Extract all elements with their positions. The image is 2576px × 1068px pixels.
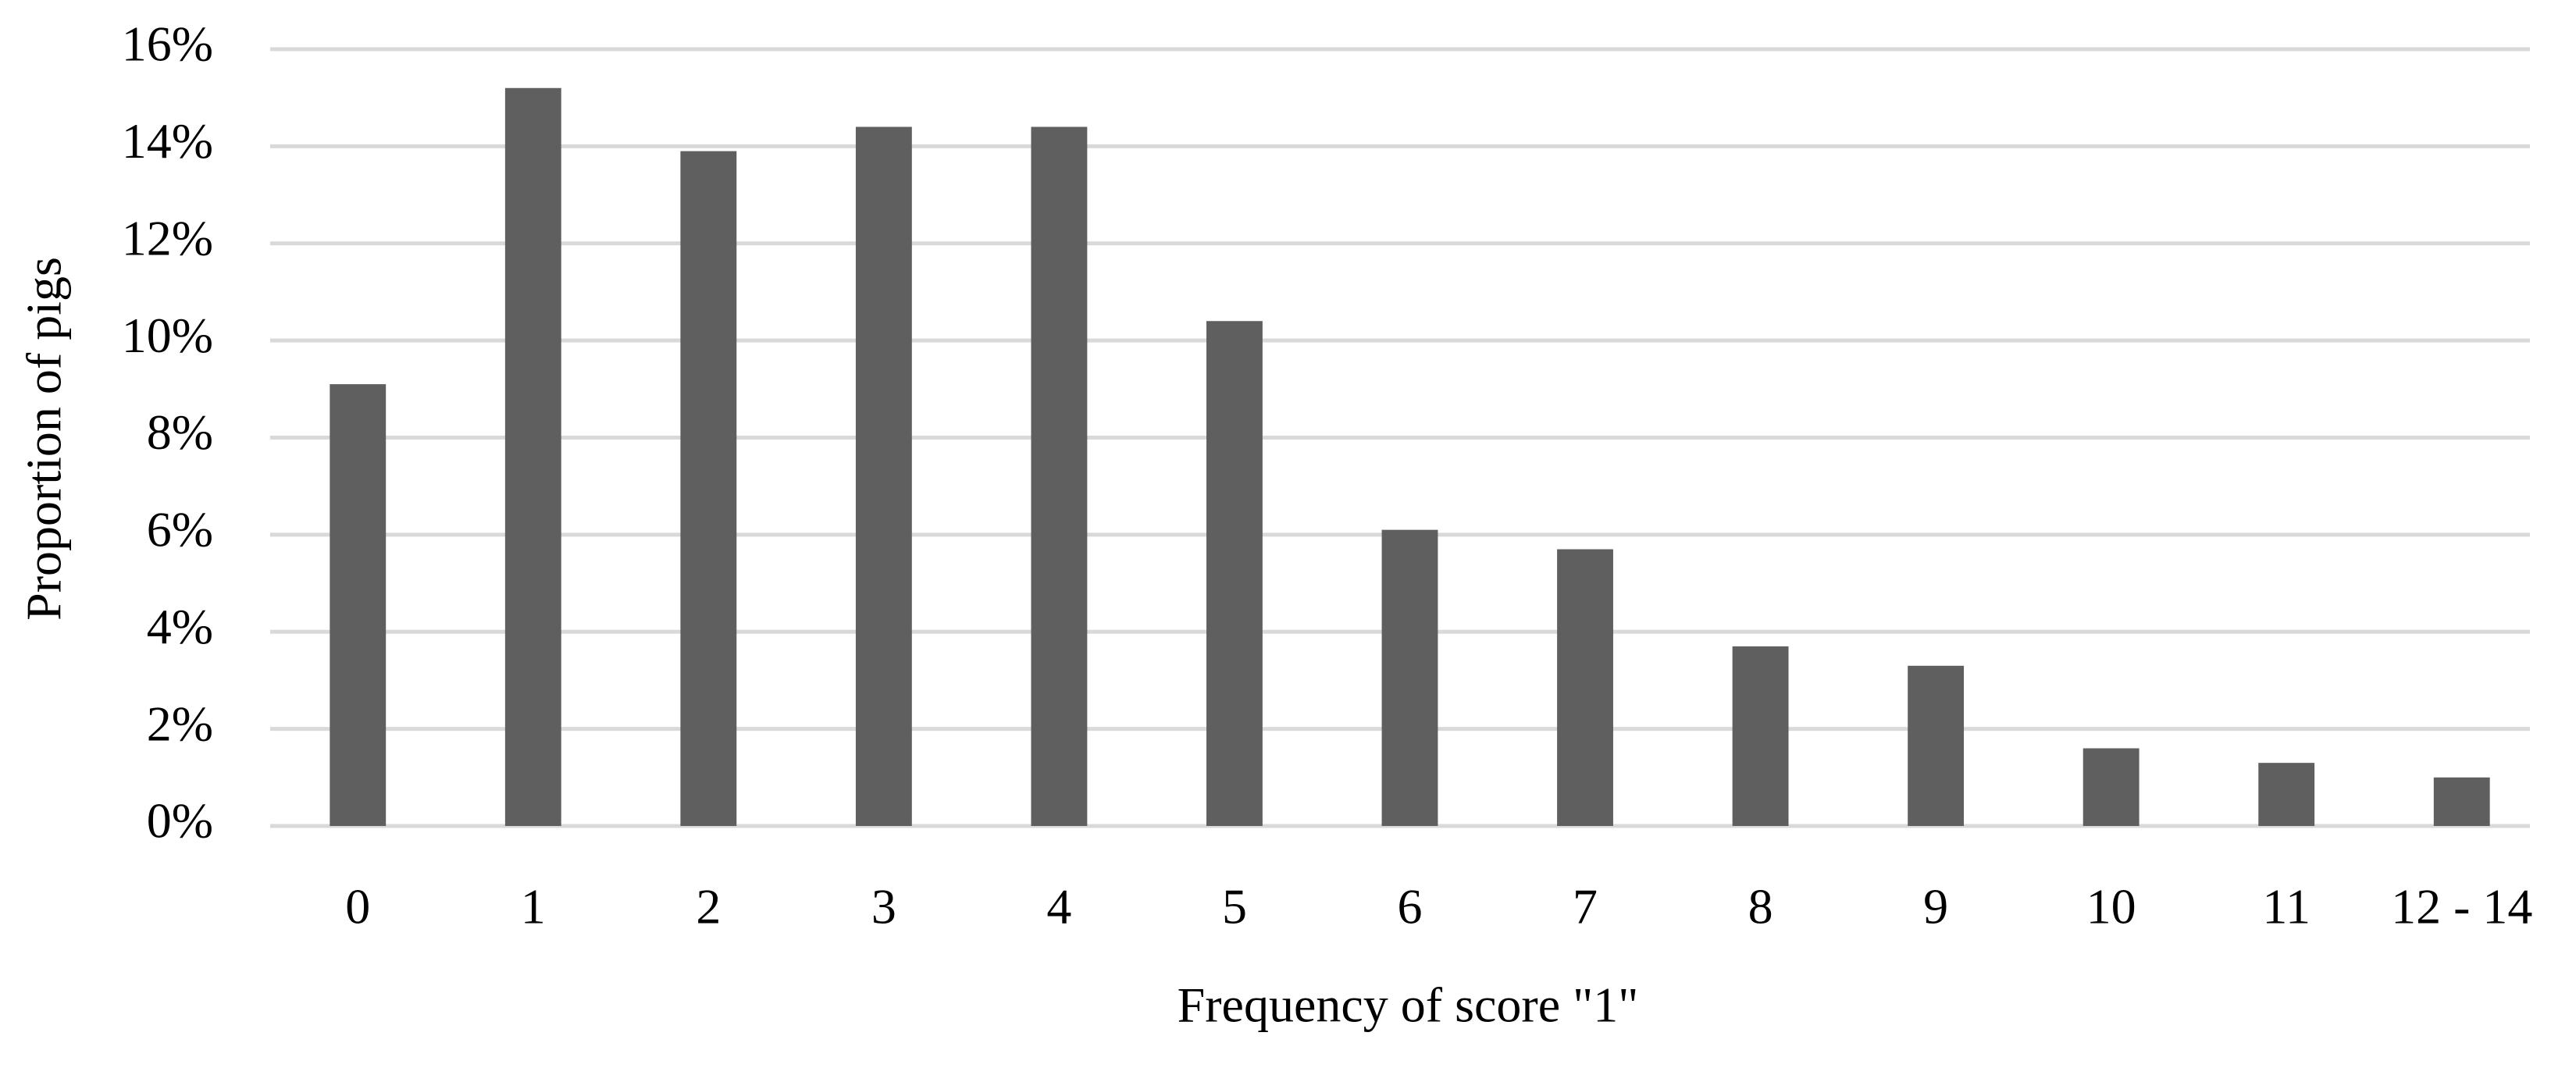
- x-tick-label: 11: [2262, 879, 2311, 934]
- bar: [1908, 665, 1965, 826]
- x-tick-label: 10: [2086, 879, 2136, 934]
- x-tick-label: 7: [1573, 879, 1598, 934]
- bar: [1206, 321, 1263, 826]
- x-tick-label: 1: [521, 879, 546, 934]
- bar: [2433, 777, 2490, 826]
- x-tick-label: 4: [1046, 879, 1071, 934]
- bar: [1031, 126, 1088, 826]
- y-axis-title: Proportion of pigs: [16, 257, 72, 621]
- x-tick-label: 5: [1222, 879, 1247, 934]
- x-tick-label: 3: [871, 879, 896, 934]
- x-tick-label: 9: [1923, 879, 1948, 934]
- bar: [1557, 549, 1613, 826]
- y-tick-label: 12%: [122, 210, 213, 265]
- x-tick-label: 8: [1748, 879, 1773, 934]
- y-tick-label: 6%: [147, 502, 213, 557]
- y-tick-label: 10%: [122, 308, 213, 363]
- bar: [855, 126, 912, 826]
- y-tick-label: 2%: [147, 696, 213, 751]
- y-tick-label: 0%: [147, 793, 213, 849]
- y-tick-label: 8%: [147, 404, 213, 460]
- x-tick-label: 12 - 14: [2391, 879, 2532, 934]
- x-tick-label: 2: [696, 879, 721, 934]
- y-tick-label: 16%: [122, 16, 213, 72]
- y-tick-label: 14%: [122, 113, 213, 169]
- bar: [2258, 763, 2315, 826]
- bar: [330, 384, 387, 826]
- x-tick-label: 6: [1398, 879, 1423, 934]
- x-axis-title: Frequency of score "1": [1178, 977, 1639, 1033]
- y-tick-label: 4%: [147, 599, 213, 654]
- bar: [2083, 748, 2140, 826]
- bar: [504, 87, 561, 826]
- bar: [680, 151, 737, 826]
- x-tick-label: 0: [345, 879, 370, 934]
- bar: [1381, 529, 1438, 826]
- bar: [1732, 646, 1789, 826]
